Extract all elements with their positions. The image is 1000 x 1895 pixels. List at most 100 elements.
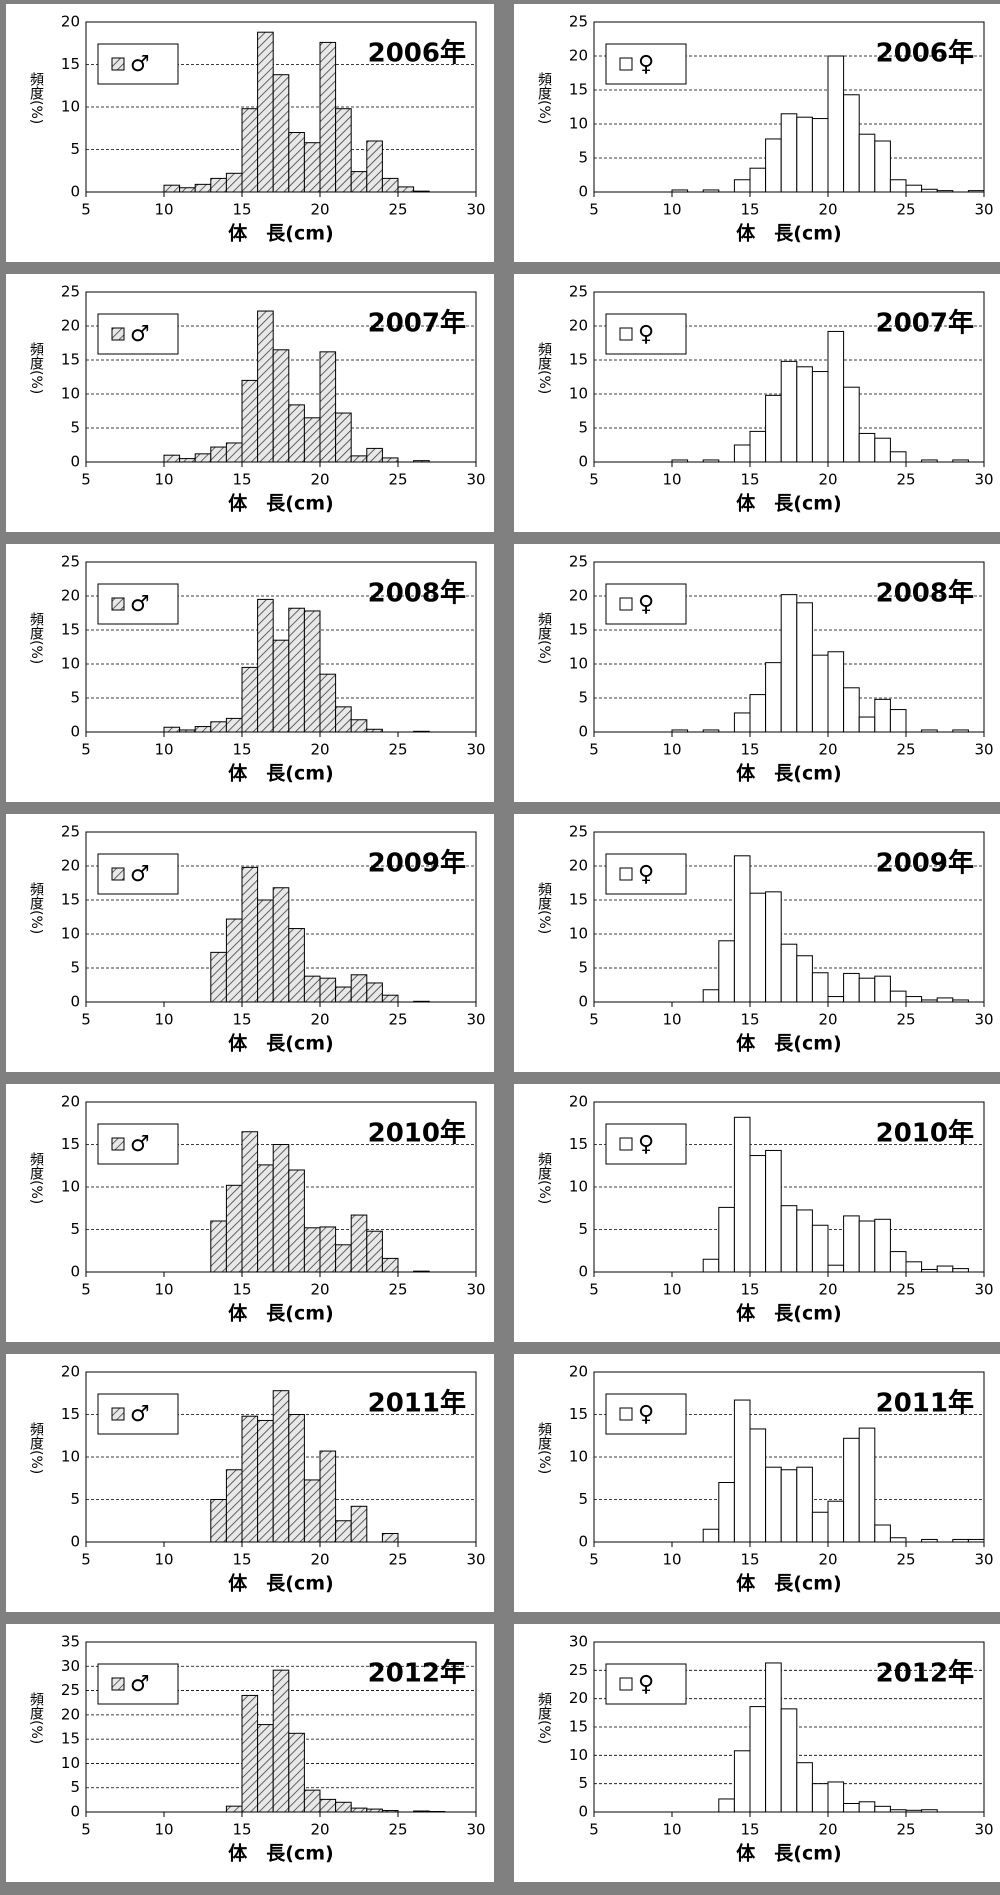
bar xyxy=(163,454,181,463)
bar xyxy=(319,1798,337,1813)
y-tick-label: 10 xyxy=(569,115,588,133)
panel xyxy=(514,544,1000,802)
legend-label: ♀ xyxy=(638,592,654,617)
chart-title: 2007年 xyxy=(876,308,974,339)
y-tick-label: 15 xyxy=(61,1405,80,1423)
legend-label: ♀ xyxy=(638,1132,654,1157)
bar xyxy=(733,444,751,463)
y-tick-label: 0 xyxy=(70,1263,80,1281)
chart-title: 2009年 xyxy=(368,848,466,879)
panel xyxy=(514,4,1000,262)
bar xyxy=(858,432,876,463)
x-tick-label: 10 xyxy=(154,741,173,759)
bar xyxy=(319,1450,337,1543)
legend-swatch xyxy=(111,327,125,341)
legend-box xyxy=(97,1393,179,1435)
bar xyxy=(194,183,212,193)
plot-frame xyxy=(85,21,477,193)
bar xyxy=(905,996,923,1003)
chart-title: 2011年 xyxy=(876,1388,974,1419)
bar xyxy=(225,172,243,193)
bar xyxy=(225,1469,243,1543)
bar xyxy=(858,716,876,733)
x-tick-label: 10 xyxy=(662,1281,681,1299)
bar xyxy=(225,717,243,733)
x-tick-label: 5 xyxy=(81,1821,91,1839)
y-tick-label: 5 xyxy=(578,419,588,437)
legend-swatch xyxy=(619,1407,633,1421)
plot-frame xyxy=(593,1371,985,1543)
bar xyxy=(905,184,923,193)
bar xyxy=(241,666,259,733)
y-tick-label: 15 xyxy=(61,621,80,639)
y-tick-label: 25 xyxy=(569,823,588,841)
legend-label: ♀ xyxy=(638,1672,654,1697)
bar xyxy=(702,1528,720,1543)
bar xyxy=(843,1803,860,1813)
x-tick-label: 5 xyxy=(589,1821,599,1839)
bar xyxy=(749,167,767,193)
y-tick-label: 5 xyxy=(70,1778,80,1796)
plot-frame xyxy=(593,1101,985,1273)
y-tick-label: 5 xyxy=(70,689,80,707)
bar xyxy=(319,673,337,733)
bar xyxy=(843,386,860,463)
bar xyxy=(765,1662,782,1813)
x-axis-label: 体 長(cm) xyxy=(228,492,333,515)
y-tick-label: 15 xyxy=(569,81,588,99)
y-axis-label: 頻度(%) xyxy=(28,1422,44,1474)
x-tick-label: 25 xyxy=(388,741,407,759)
x-tick-label: 5 xyxy=(589,741,599,759)
x-tick-label: 20 xyxy=(818,741,837,759)
bar xyxy=(702,1258,720,1273)
chart-title: 2008年 xyxy=(368,578,466,609)
bar xyxy=(718,940,735,1003)
x-tick-label: 25 xyxy=(896,201,915,219)
legend-label: ♀ xyxy=(638,322,654,347)
y-tick-label: 5 xyxy=(578,1490,588,1508)
x-tick-label: 10 xyxy=(662,741,681,759)
plot-frame xyxy=(593,291,985,463)
bar xyxy=(210,951,227,1003)
y-axis-label: 頻度(%) xyxy=(28,72,44,124)
bar xyxy=(749,1428,767,1543)
plot-frame xyxy=(85,291,477,463)
x-tick-label: 30 xyxy=(974,471,993,489)
bar xyxy=(194,453,212,463)
y-tick-label: 10 xyxy=(61,1448,80,1466)
bar xyxy=(749,1155,767,1273)
bar xyxy=(827,55,845,193)
bar xyxy=(397,186,415,193)
bar xyxy=(335,1244,352,1273)
bar xyxy=(241,866,259,1003)
x-tick-label: 30 xyxy=(466,1281,485,1299)
x-tick-label: 10 xyxy=(154,1821,173,1839)
x-tick-label: 5 xyxy=(589,201,599,219)
bar xyxy=(350,974,368,1003)
y-tick-label: 10 xyxy=(61,385,80,403)
bar xyxy=(874,1805,891,1813)
x-axis-label: 体 長(cm) xyxy=(736,1572,841,1595)
legend-box xyxy=(97,43,179,85)
legend-box xyxy=(605,1393,687,1435)
x-tick-label: 15 xyxy=(740,1281,759,1299)
x-axis-label: 体 長(cm) xyxy=(736,1842,841,1865)
x-tick-label: 25 xyxy=(896,1281,915,1299)
y-axis-label: 頻度(%) xyxy=(536,612,552,664)
bar xyxy=(889,990,907,1003)
y-tick-label: 15 xyxy=(569,891,588,909)
x-tick-label: 20 xyxy=(818,1821,837,1839)
x-tick-label: 15 xyxy=(232,1011,251,1029)
y-tick-label: 10 xyxy=(569,1746,588,1764)
y-tick-label: 5 xyxy=(70,1220,80,1238)
y-tick-label: 20 xyxy=(569,587,588,605)
bar xyxy=(765,394,782,463)
legend-box xyxy=(97,853,179,895)
bar xyxy=(936,997,954,1003)
y-tick-label: 20 xyxy=(61,1363,80,1381)
x-tick-label: 5 xyxy=(81,471,91,489)
chart-title: 2012年 xyxy=(368,1658,466,1689)
bar xyxy=(827,651,845,733)
y-tick-label: 5 xyxy=(70,140,80,158)
